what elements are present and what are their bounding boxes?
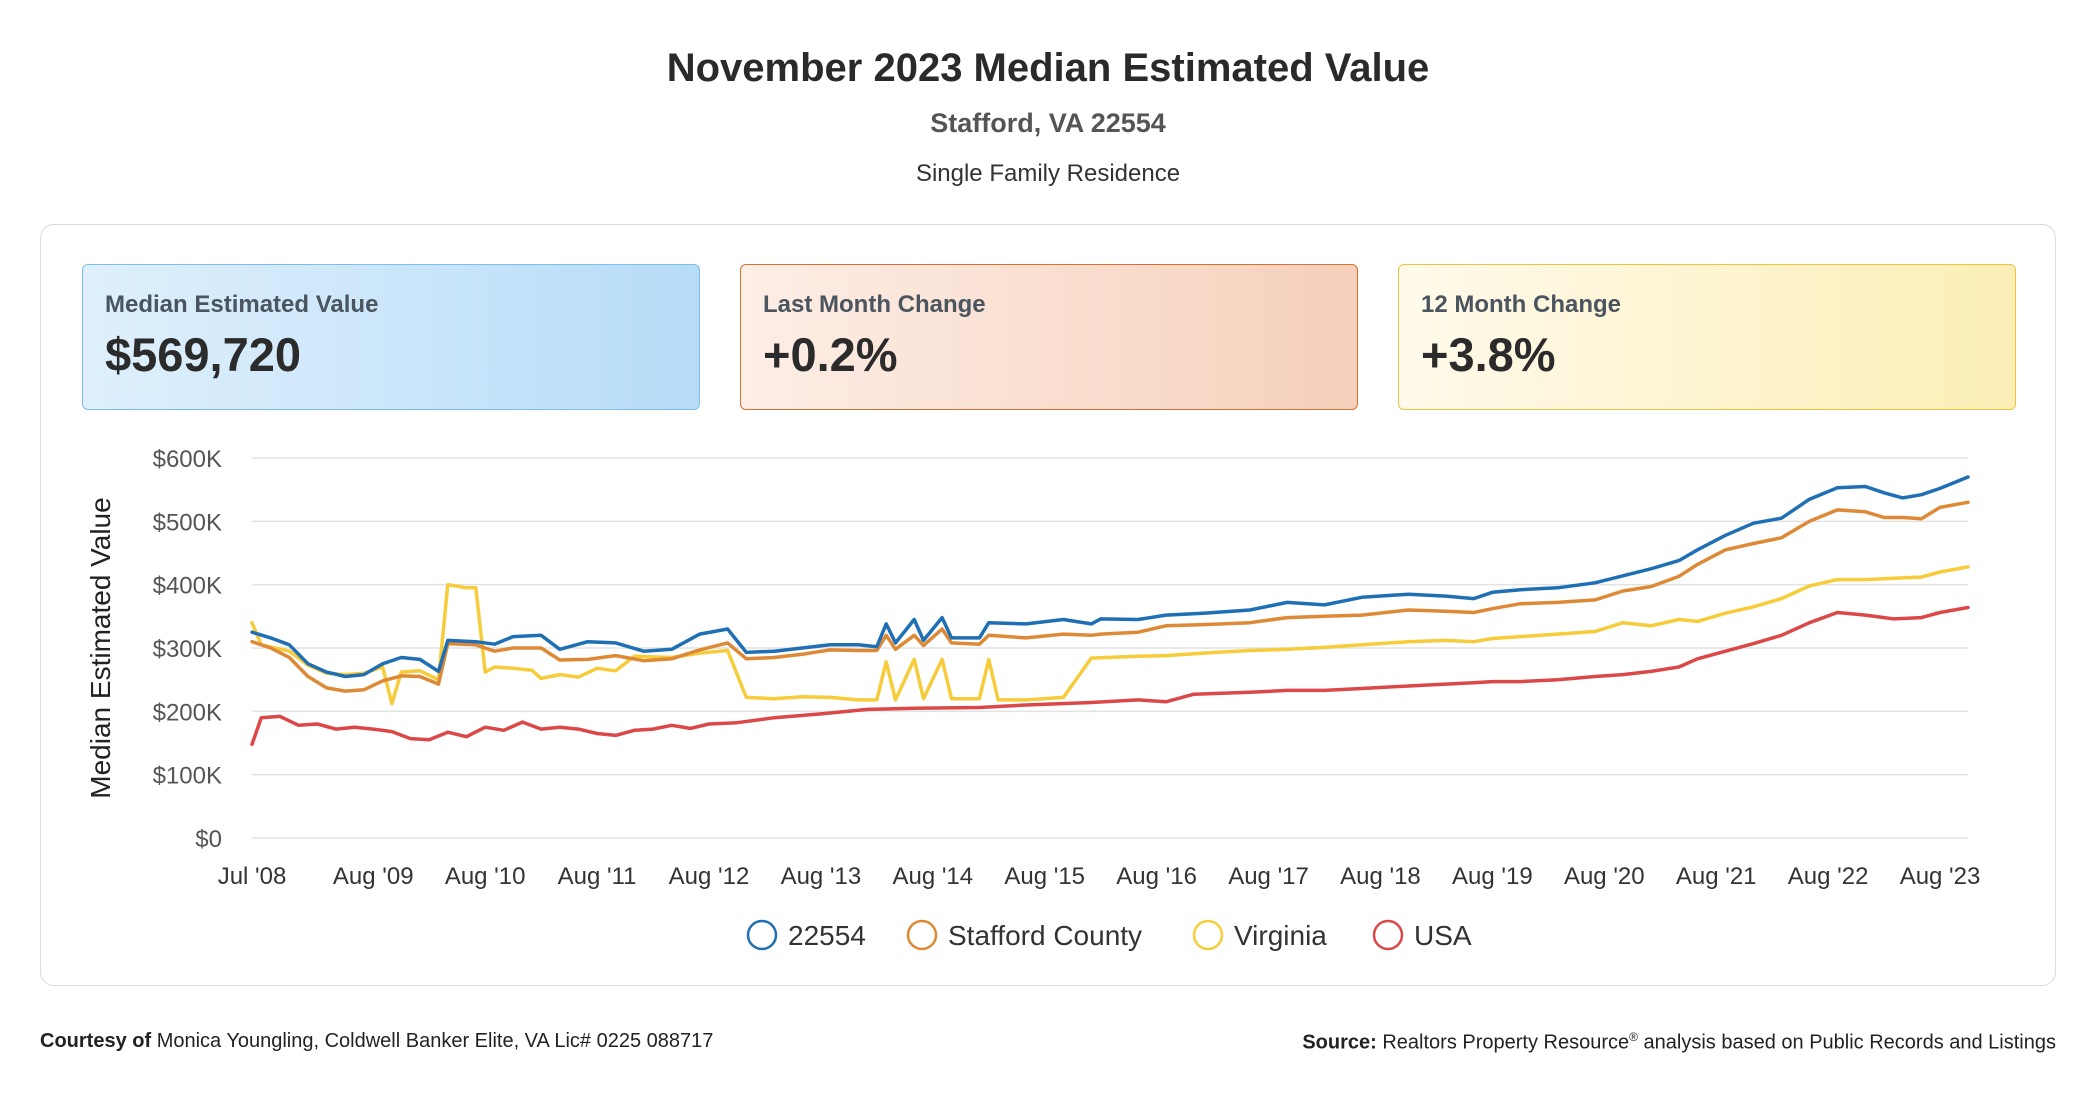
x-tick-label: Jul '08	[218, 863, 287, 890]
source-footer: Source: Realtors Property Resource® anal…	[1302, 1030, 2056, 1055]
registered-mark: ®	[1629, 1030, 1638, 1044]
y-tick-label: $100K	[153, 763, 222, 790]
y-tick-label: $400K	[153, 573, 222, 600]
source-label: Source:	[1302, 1031, 1377, 1054]
x-tick-label: Aug '20	[1564, 863, 1645, 890]
x-tick-label: Aug '22	[1788, 863, 1869, 890]
y-tick-label: $600K	[153, 446, 222, 473]
source-text-suffix: analysis based on Public Records and Lis…	[1643, 1031, 2056, 1054]
x-tick-label: Aug '21	[1676, 863, 1757, 890]
x-tick-label: Aug '10	[445, 863, 526, 890]
last-month-change-card: Last Month Change +0.2%	[740, 264, 1358, 410]
x-tick-label: Aug '13	[781, 863, 862, 890]
card-label: 12 Month Change	[1421, 291, 1622, 318]
card-value: +0.2%	[763, 328, 898, 381]
line-chart: $0 $100K $200K $300K $400K $500K $600K Jul '08 A…	[85, 446, 1981, 951]
x-tick-label: Aug '15	[1004, 863, 1085, 890]
property-type: Single Family Residence	[915, 160, 1181, 187]
x-tick-label: Aug '18	[1340, 863, 1421, 890]
y-tick-label: $200K	[153, 699, 222, 726]
legend-label: 22554	[788, 920, 866, 951]
page-title: November 2023 Median Estimated Value	[666, 46, 1430, 90]
source-text: Realtors Property Resource	[1382, 1031, 1630, 1054]
card-label: Median Estimated Value	[105, 291, 379, 318]
x-tick-label: Aug '17	[1228, 863, 1309, 890]
y-tick-label: $300K	[153, 636, 222, 663]
x-tick-label: Aug '16	[1116, 863, 1197, 890]
series-line-usa	[250, 605, 1970, 747]
courtesy-text: Monica Youngling, Coldwell Banker Elite,…	[156, 1030, 714, 1052]
median-value-card: Median Estimated Value $569,720	[82, 264, 700, 410]
x-tick-label: Aug '09	[333, 863, 414, 890]
courtesy-footer: Courtesy of Monica Youngling, Coldwell B…	[40, 1030, 713, 1053]
courtesy-label: Courtesy of	[40, 1030, 152, 1052]
card-value: +3.8%	[1421, 328, 1556, 381]
legend-label: Stafford County	[948, 920, 1142, 951]
location-subtitle: Stafford, VA 22554	[930, 108, 1166, 138]
x-tick-label: Aug '12	[669, 863, 750, 890]
x-tick-label: Aug '11	[558, 863, 637, 890]
series-line-22554	[250, 475, 1970, 679]
legend-marker	[1192, 919, 1224, 951]
card-value: $569,720	[105, 328, 302, 381]
y-tick-label: $500K	[153, 509, 222, 536]
legend-marker	[906, 919, 938, 951]
card-label: Last Month Change	[763, 291, 986, 318]
y-axis-label: Median Estimated Value	[85, 497, 116, 798]
twelve-month-change-card: 12 Month Change +3.8%	[1398, 264, 2016, 410]
x-tick-label: Aug '19	[1452, 863, 1533, 890]
legend-label: Virginia	[1234, 920, 1327, 951]
legend-marker	[1372, 919, 1404, 951]
series-line-virginia	[250, 565, 1970, 706]
x-tick-label: Aug '23	[1900, 863, 1981, 890]
legend-marker	[746, 919, 778, 951]
y-tick-label: $0	[195, 826, 222, 853]
series-line-stafford-county	[250, 500, 1970, 693]
legend-label: USA	[1414, 920, 1472, 951]
x-tick-label: Aug '14	[892, 863, 973, 890]
